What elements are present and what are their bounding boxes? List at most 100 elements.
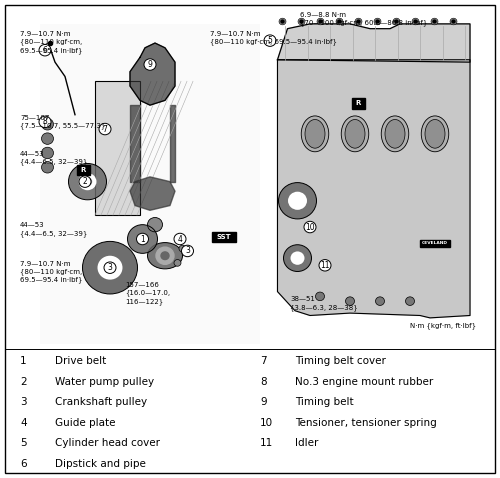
Text: R: R <box>356 100 360 106</box>
Text: 38—51
{3.8—6.3, 28—38}: 38—51 {3.8—6.3, 28—38} <box>290 296 358 311</box>
Circle shape <box>374 18 381 25</box>
Text: R: R <box>80 167 86 173</box>
Circle shape <box>376 297 384 305</box>
Text: 3: 3 <box>20 397 26 407</box>
Circle shape <box>174 233 186 245</box>
Text: Timing belt: Timing belt <box>295 397 354 407</box>
Circle shape <box>304 221 316 233</box>
Circle shape <box>298 18 305 25</box>
Circle shape <box>288 192 307 210</box>
Text: 10: 10 <box>305 223 315 231</box>
Circle shape <box>452 20 455 23</box>
Ellipse shape <box>385 120 405 148</box>
Ellipse shape <box>421 116 449 152</box>
Polygon shape <box>130 43 175 105</box>
Polygon shape <box>278 24 470 62</box>
Circle shape <box>376 20 379 23</box>
Circle shape <box>182 245 194 257</box>
Circle shape <box>174 260 181 266</box>
Circle shape <box>161 252 169 260</box>
Circle shape <box>336 18 343 25</box>
Circle shape <box>84 178 92 185</box>
Text: 6: 6 <box>42 46 48 54</box>
Circle shape <box>78 173 96 190</box>
Text: 5: 5 <box>268 36 272 45</box>
Text: 11: 11 <box>260 438 273 448</box>
Text: 7.9—10.7 N·m
{80—110 kgf·cm,
69.5—95.4 in·lbf}: 7.9—10.7 N·m {80—110 kgf·cm, 69.5—95.4 i… <box>20 31 82 54</box>
Circle shape <box>79 176 91 187</box>
FancyBboxPatch shape <box>420 240 450 247</box>
Text: 9: 9 <box>148 60 152 69</box>
Circle shape <box>144 59 156 70</box>
Text: Crankshaft pulley: Crankshaft pulley <box>55 397 147 407</box>
Text: Dipstick and pipe: Dipstick and pipe <box>55 459 146 469</box>
Circle shape <box>128 225 158 253</box>
Text: 7.9—10.7 N·m
{80—110 kgf·cm,
69.5—95.4 in·lbf}: 7.9—10.7 N·m {80—110 kgf·cm, 69.5—95.4 i… <box>20 261 82 283</box>
Text: 3: 3 <box>185 247 190 255</box>
Text: N·m {kgf·m, ft·lbf}: N·m {kgf·m, ft·lbf} <box>410 323 476 329</box>
Text: 7: 7 <box>260 356 266 366</box>
Text: Idler: Idler <box>295 438 318 448</box>
Circle shape <box>279 18 286 25</box>
Circle shape <box>42 133 54 144</box>
Circle shape <box>68 163 106 200</box>
Circle shape <box>357 20 360 23</box>
FancyBboxPatch shape <box>352 98 364 109</box>
Circle shape <box>338 20 341 23</box>
Circle shape <box>278 183 316 219</box>
Text: 44—53
{4.4—6.5, 32—39}: 44—53 {4.4—6.5, 32—39} <box>20 222 87 237</box>
FancyBboxPatch shape <box>212 232 236 242</box>
Circle shape <box>316 292 324 301</box>
FancyBboxPatch shape <box>76 165 90 175</box>
Text: 157—166
{16.0—17.0,
116—122}: 157—166 {16.0—17.0, 116—122} <box>125 282 170 304</box>
Text: 4: 4 <box>20 418 26 428</box>
Ellipse shape <box>305 120 325 148</box>
Text: 11: 11 <box>320 261 330 270</box>
Text: SST: SST <box>216 234 231 240</box>
Text: No.3 engine mount rubber: No.3 engine mount rubber <box>295 377 434 387</box>
Text: 5: 5 <box>20 438 26 448</box>
Bar <box>40 24 260 344</box>
Circle shape <box>355 18 362 25</box>
Text: 8: 8 <box>42 118 48 126</box>
Ellipse shape <box>341 116 369 152</box>
Text: 7.9—10.7 N·m
{80—110 kgf·cm, 69.5—95.4 in·lbf}: 7.9—10.7 N·m {80—110 kgf·cm, 69.5—95.4 i… <box>210 31 337 45</box>
Text: Cylinder head cover: Cylinder head cover <box>55 438 160 448</box>
Circle shape <box>395 20 398 23</box>
Circle shape <box>39 44 51 56</box>
Circle shape <box>99 123 111 135</box>
Text: Timing belt cover: Timing belt cover <box>295 356 386 366</box>
Text: 4: 4 <box>178 235 182 243</box>
Circle shape <box>412 18 419 25</box>
Circle shape <box>42 162 54 173</box>
Text: CEVELAND: CEVELAND <box>422 241 448 245</box>
Ellipse shape <box>425 120 445 148</box>
Circle shape <box>406 297 414 305</box>
Text: 6: 6 <box>20 459 26 469</box>
Text: 2: 2 <box>82 177 87 186</box>
Circle shape <box>156 247 174 264</box>
Text: 10: 10 <box>260 418 273 428</box>
Text: 3: 3 <box>108 263 112 272</box>
Circle shape <box>414 20 417 23</box>
Circle shape <box>42 119 54 130</box>
Circle shape <box>290 251 304 265</box>
Circle shape <box>104 262 116 273</box>
Text: 1: 1 <box>140 235 145 243</box>
Circle shape <box>136 233 148 245</box>
Polygon shape <box>278 60 470 318</box>
Text: 9: 9 <box>260 397 266 407</box>
Circle shape <box>98 256 122 280</box>
Text: 2: 2 <box>20 377 26 387</box>
Text: 1: 1 <box>20 356 26 366</box>
Ellipse shape <box>301 116 329 152</box>
Text: Water pump pulley: Water pump pulley <box>55 377 154 387</box>
Bar <box>95 81 140 215</box>
Circle shape <box>179 245 186 252</box>
Circle shape <box>136 233 148 245</box>
Text: Guide plate: Guide plate <box>55 418 116 428</box>
Text: 7: 7 <box>102 125 108 133</box>
Text: 44—53
{4.4—6.5, 32—39}: 44—53 {4.4—6.5, 32—39} <box>20 151 87 165</box>
Circle shape <box>148 217 162 232</box>
Ellipse shape <box>148 243 182 269</box>
